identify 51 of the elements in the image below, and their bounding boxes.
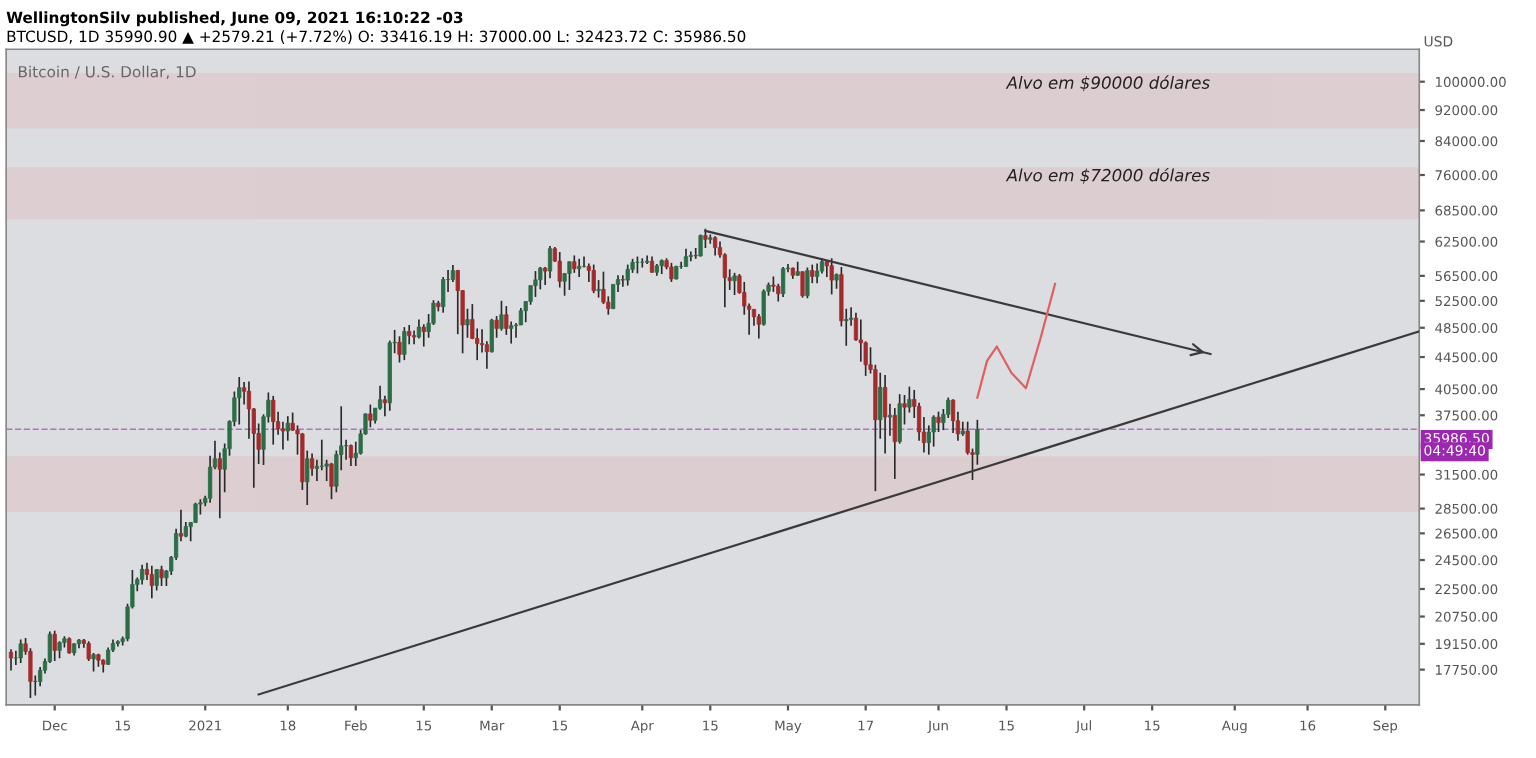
candlestick bbox=[931, 414, 936, 448]
candlestick bbox=[52, 629, 57, 662]
candlestick bbox=[683, 247, 689, 268]
candlestick bbox=[577, 257, 582, 278]
candlestick bbox=[950, 398, 956, 434]
line-series bbox=[976, 282, 1057, 399]
candlestick bbox=[902, 394, 907, 426]
candlestick bbox=[591, 263, 596, 294]
candlestick bbox=[625, 263, 630, 287]
candlestick bbox=[547, 245, 553, 280]
candlestick bbox=[305, 449, 310, 506]
candlestick bbox=[611, 283, 616, 310]
candlestick bbox=[781, 266, 786, 298]
candlestick bbox=[814, 262, 820, 284]
candlestick bbox=[557, 251, 562, 289]
candlestick bbox=[494, 315, 499, 339]
candlestick bbox=[285, 415, 290, 442]
candlestick bbox=[882, 374, 888, 455]
band-label: Alvo em $72000 dólares bbox=[1005, 167, 1210, 184]
candlestick bbox=[329, 462, 334, 501]
candlestick bbox=[499, 299, 504, 332]
candlestick bbox=[800, 270, 805, 299]
candlestick bbox=[703, 227, 708, 249]
candlestick bbox=[8, 648, 14, 672]
band-label: Alvo em $90000 dólares bbox=[1005, 75, 1210, 92]
candlestick bbox=[688, 250, 693, 262]
candlestick bbox=[475, 327, 480, 361]
candlestick bbox=[693, 247, 698, 260]
candlestick bbox=[402, 326, 407, 361]
candlestick bbox=[139, 563, 145, 586]
candlestick bbox=[713, 235, 718, 257]
candlestick bbox=[805, 266, 810, 300]
candlestick bbox=[465, 307, 470, 339]
candlestick bbox=[732, 272, 737, 296]
candlestick bbox=[567, 260, 572, 291]
candlestick bbox=[159, 564, 164, 587]
candlestick bbox=[533, 270, 538, 298]
candlestick bbox=[441, 276, 446, 314]
candlestick bbox=[149, 564, 154, 600]
candlestick bbox=[237, 376, 242, 426]
candlestick bbox=[271, 395, 276, 446]
candlestick bbox=[18, 638, 23, 664]
candlestick bbox=[829, 257, 834, 296]
candlestick bbox=[38, 666, 43, 688]
candlestick bbox=[368, 403, 373, 429]
candlestick bbox=[280, 420, 286, 451]
candlestick bbox=[669, 262, 674, 283]
candlestick bbox=[397, 335, 402, 364]
candlestick bbox=[936, 410, 941, 433]
candlestick bbox=[504, 305, 509, 336]
candlestick bbox=[154, 568, 159, 592]
